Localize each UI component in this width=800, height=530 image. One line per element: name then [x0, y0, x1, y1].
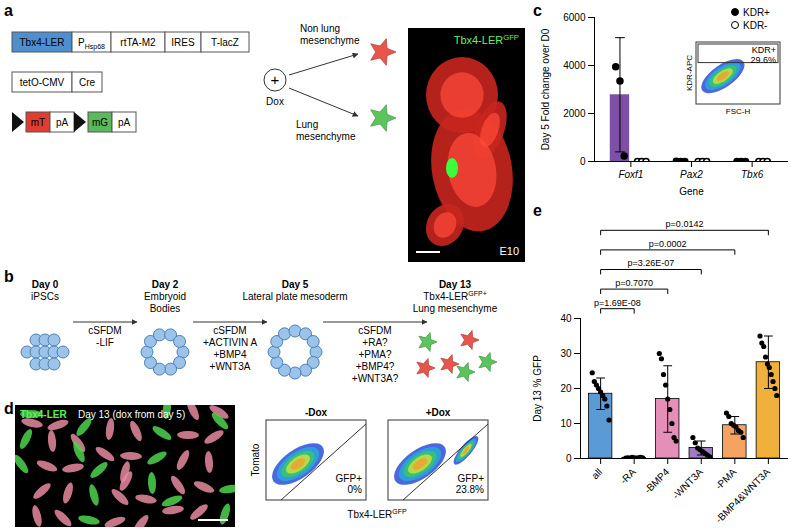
svg-text:mG: mG — [92, 117, 108, 128]
svg-text:+: + — [271, 71, 280, 88]
svg-text:Tbx6: Tbx6 — [741, 169, 764, 180]
svg-text:pA: pA — [56, 117, 69, 128]
svg-text:23.8%: 23.8% — [456, 484, 484, 495]
svg-text:Lateral plate mesoderm: Lateral plate mesoderm — [242, 291, 347, 302]
svg-text:all: all — [589, 466, 604, 481]
svg-text:Day 13 % GFP: Day 13 % GFP — [532, 355, 543, 422]
svg-text:+WNT3A?: +WNT3A? — [352, 373, 399, 384]
svg-text:Pax2: Pax2 — [680, 169, 703, 180]
svg-text:30: 30 — [560, 348, 572, 359]
svg-text:2000: 2000 — [563, 108, 586, 119]
svg-text:+Dox: +Dox — [426, 407, 451, 418]
svg-text:KDR-: KDR- — [743, 20, 767, 31]
svg-text:Foxf1: Foxf1 — [618, 169, 643, 180]
svg-text:mT: mT — [31, 117, 45, 128]
svg-text:Tbx4-LERGFP+: Tbx4-LERGFP+ — [423, 290, 487, 302]
svg-text:0: 0 — [566, 453, 572, 464]
svg-text:p=0.0142: p=0.0142 — [666, 219, 704, 229]
svg-text:p=1.69E-08: p=1.69E-08 — [594, 298, 641, 308]
svg-text:+BMP4: +BMP4 — [213, 349, 247, 360]
svg-text:0%: 0% — [348, 484, 363, 495]
svg-text:tetO-CMV: tetO-CMV — [20, 77, 65, 88]
svg-text:+ACTIVIN A: +ACTIVIN A — [203, 337, 258, 348]
svg-text:Tbx4-LERGFP: Tbx4-LERGFP — [347, 508, 407, 520]
svg-text:6000: 6000 — [563, 12, 586, 23]
svg-text:Day 13: Day 13 — [439, 279, 472, 290]
svg-text:Embryoid: Embryoid — [144, 291, 186, 302]
svg-text:GFP+: GFP+ — [458, 473, 485, 484]
svg-text:p=0.0002: p=0.0002 — [649, 239, 687, 249]
svg-text:-WNT3A: -WNT3A — [670, 466, 705, 501]
svg-text:e: e — [533, 202, 542, 219]
svg-text:20: 20 — [560, 383, 572, 394]
svg-text:Non lung: Non lung — [300, 23, 340, 34]
svg-text:-RA: -RA — [618, 466, 638, 486]
svg-text:-PMA: -PMA — [713, 466, 739, 492]
svg-text:10: 10 — [560, 418, 572, 429]
svg-text:29.6%: 29.6% — [750, 55, 776, 65]
svg-text:FSC-H: FSC-H — [726, 107, 751, 116]
svg-text:-BMP4: -BMP4 — [642, 466, 672, 496]
svg-text:Bodies: Bodies — [150, 303, 181, 314]
svg-text:IRES: IRES — [171, 37, 195, 48]
svg-text:cSFDM: cSFDM — [358, 325, 391, 336]
svg-text:KDR+: KDR+ — [743, 7, 770, 18]
svg-text:T-lacZ: T-lacZ — [211, 37, 239, 48]
svg-text:Tomato: Tomato — [250, 443, 261, 476]
svg-text:cSFDM: cSFDM — [213, 325, 246, 336]
svg-text:KDR-APC: KDR-APC — [685, 55, 694, 91]
svg-text:-BMP4&WNT3A: -BMP4&WNT3A — [713, 466, 772, 525]
svg-text:p=0.7070: p=0.7070 — [615, 278, 653, 288]
svg-text:+WNT3A: +WNT3A — [210, 361, 251, 372]
svg-text:Day 5: Day 5 — [282, 279, 309, 290]
svg-text:Tbx4-LER: Tbx4-LER — [20, 409, 67, 420]
svg-text:Day 5 Fold change over D0: Day 5 Fold change over D0 — [540, 28, 551, 150]
svg-text:Day 2: Day 2 — [152, 279, 179, 290]
svg-text:+RA?: +RA? — [362, 337, 388, 348]
svg-text:c: c — [533, 2, 542, 19]
svg-text:Lung: Lung — [296, 119, 318, 130]
svg-text:GFP+: GFP+ — [336, 473, 363, 484]
svg-text:rtTA-M2: rtTA-M2 — [120, 37, 156, 48]
svg-text:b: b — [4, 268, 14, 285]
svg-text:Dox: Dox — [266, 96, 284, 107]
svg-text:40: 40 — [560, 313, 572, 324]
svg-text:-Dox: -Dox — [305, 407, 328, 418]
svg-text:KDR+: KDR+ — [752, 45, 776, 55]
svg-text:Tbx4-LERGFP: Tbx4-LERGFP — [454, 33, 519, 46]
svg-text:Day 13 (dox from day 5): Day 13 (dox from day 5) — [78, 409, 185, 420]
svg-text:a: a — [4, 2, 13, 19]
svg-text:iPSCs: iPSCs — [31, 291, 59, 302]
svg-text:pA: pA — [118, 117, 131, 128]
svg-text:cSFDM: cSFDM — [88, 325, 121, 336]
svg-text:Tbx4-LER: Tbx4-LER — [19, 37, 64, 48]
svg-text:PHsp68: PHsp68 — [78, 37, 105, 51]
svg-text:mesenchyme: mesenchyme — [300, 35, 360, 46]
svg-text:Cre: Cre — [79, 77, 96, 88]
svg-text:p=3.26E-07: p=3.26E-07 — [628, 258, 675, 268]
svg-text:mesenchyme: mesenchyme — [296, 131, 356, 142]
svg-text:0: 0 — [580, 156, 586, 167]
svg-text:+PMA?: +PMA? — [358, 349, 392, 360]
svg-text:Gene: Gene — [679, 186, 704, 197]
svg-text:Lung mesenchyme: Lung mesenchyme — [413, 303, 498, 314]
svg-text:Day 0: Day 0 — [32, 279, 59, 290]
svg-text:+BMP4?: +BMP4? — [356, 361, 395, 372]
svg-text:d: d — [4, 400, 14, 417]
svg-text:4000: 4000 — [563, 60, 586, 71]
svg-text:-LIF: -LIF — [96, 337, 114, 348]
svg-text:E10: E10 — [499, 245, 519, 257]
